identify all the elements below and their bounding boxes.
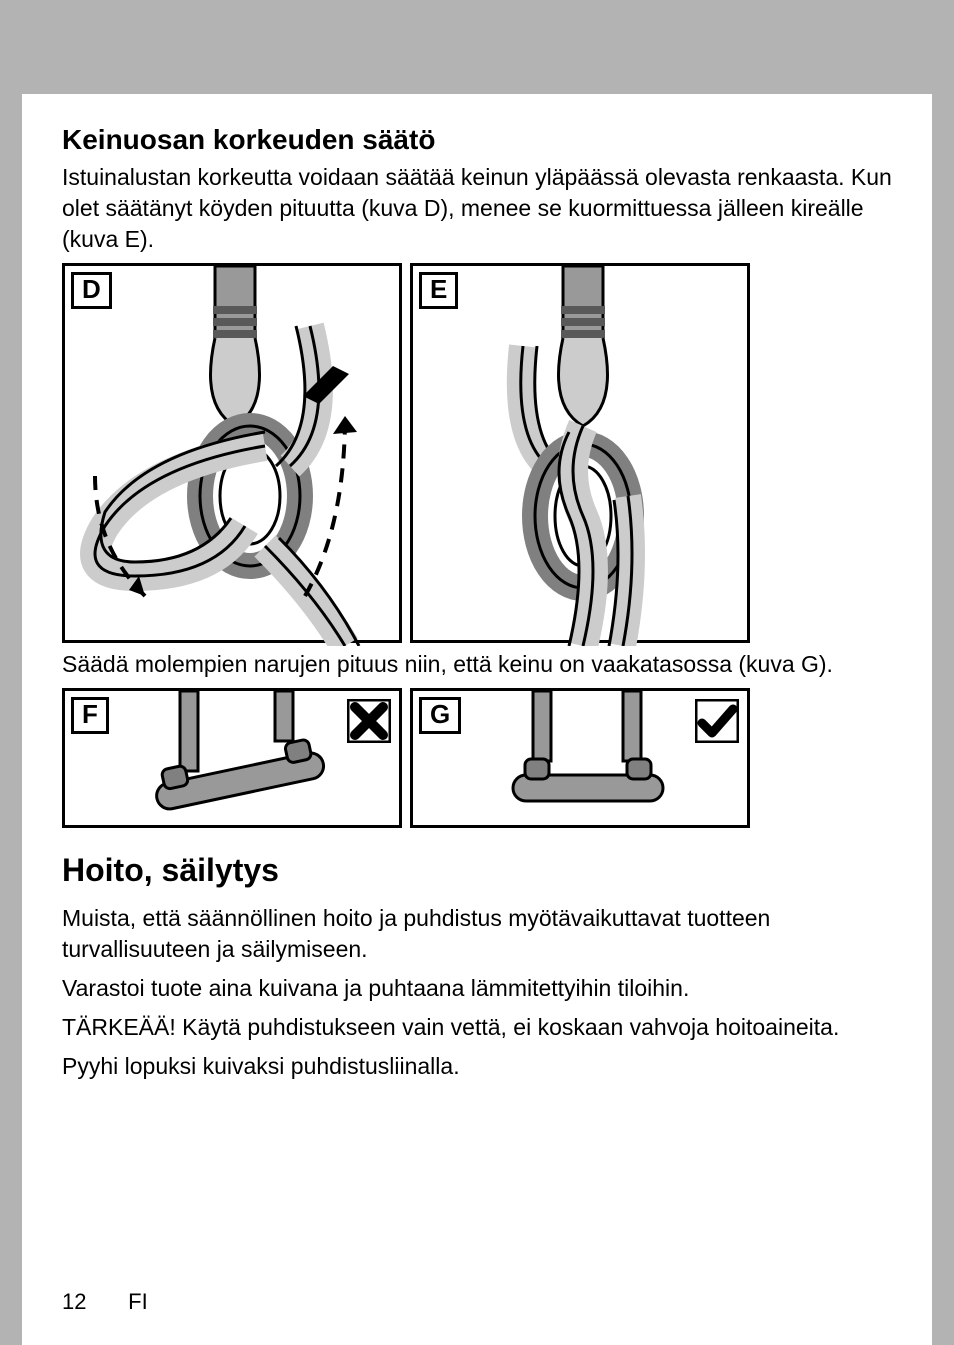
page-number: 12 [62,1289,122,1315]
figure-d-illustration [65,266,405,646]
figure-d: D [62,263,402,643]
figure-f: F [62,688,402,828]
content-sheet: Keinuosan korkeuden säätö Istuinalustan … [22,94,932,1345]
section1-paragraph: Istuinalustan korkeutta voidaan säätää k… [62,162,892,255]
section1-heading: Keinuosan korkeuden säätö [62,124,892,156]
section2-heading: Hoito, säilytys [62,852,892,889]
figure-f-label: F [71,697,109,734]
page-background: Keinuosan korkeuden säätö Istuinalustan … [0,0,954,1345]
figure-g-label: G [419,697,461,734]
page-footer: 12 FI [62,1289,148,1315]
figure-e-illustration [413,266,753,646]
mid-paragraph: Säädä molempien narujen pituus niin, ett… [62,649,892,680]
figure-d-label: D [71,272,112,309]
figure-g: G [410,688,750,828]
section2-p3: TÄRKEÄÄ! Käytä puhdistukseen vain vettä,… [62,1012,892,1043]
figure-e: E [410,263,750,643]
section2-p1: Muista, että säännöllinen hoito ja puhdi… [62,903,892,965]
figure-row-de: D [62,263,892,643]
figure-e-label: E [419,272,458,309]
wrong-icon [347,699,391,743]
page-lang: FI [128,1289,148,1314]
section2-p2: Varastoi tuote aina kuivana ja puhtaana … [62,973,892,1004]
figure-row-fg: F G [62,688,892,828]
section2-p4: Pyyhi lopuksi kuivaksi puhdistusliinalla… [62,1051,892,1082]
correct-icon [695,699,739,743]
